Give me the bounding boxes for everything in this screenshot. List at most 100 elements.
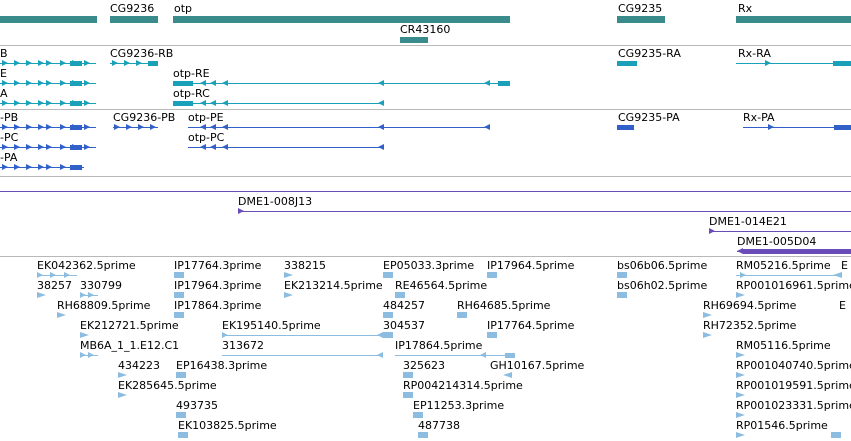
est-label[interactable]: E xyxy=(839,299,846,312)
est-label[interactable]: IP17764.5prime xyxy=(487,319,575,332)
est-line[interactable] xyxy=(222,335,383,336)
est-label[interactable]: bs06h02.5prime xyxy=(617,279,708,292)
gene-bar-rx[interactable] xyxy=(736,16,851,23)
est-feature[interactable] xyxy=(833,272,842,278)
est-label[interactable]: RH68809.5prime xyxy=(57,299,151,312)
est-feature[interactable] xyxy=(736,352,745,358)
est-label[interactable]: EK042362.5prime xyxy=(37,259,136,272)
est-label[interactable]: RP01546.5prime xyxy=(736,419,828,432)
clone-line-dme1-014e21[interactable] xyxy=(709,231,851,232)
est-feature[interactable] xyxy=(736,412,745,418)
est-label[interactable]: RM05116.5prime xyxy=(736,339,831,352)
est-feature[interactable] xyxy=(383,312,393,318)
est-feature[interactable] xyxy=(118,372,127,378)
est-feature[interactable] xyxy=(403,392,413,398)
gene-label-otp[interactable]: otp xyxy=(174,2,193,15)
est-feature[interactable] xyxy=(174,272,184,278)
est-line[interactable] xyxy=(37,275,77,276)
clone-label-dme1-005d04[interactable]: DME1-005D04 xyxy=(737,235,817,248)
est-label[interactable]: RM05216.5prime xyxy=(736,259,831,272)
est-feature[interactable] xyxy=(418,432,428,438)
est-feature[interactable] xyxy=(487,332,497,338)
est-label[interactable]: RH69694.5prime xyxy=(703,299,797,312)
gene-bar-cg9236[interactable] xyxy=(110,16,158,23)
transcript-label-otp-re[interactable]: otp-RE xyxy=(173,67,210,80)
est-label[interactable]: E xyxy=(841,259,848,272)
est-label[interactable]: 493735 xyxy=(176,399,218,412)
est-feature[interactable] xyxy=(57,312,66,318)
est-line[interactable] xyxy=(736,275,842,276)
est-feature[interactable] xyxy=(176,372,186,378)
clone-label-dme1-008j13[interactable]: DME1-008J13 xyxy=(238,195,313,208)
est-label[interactable]: 338215 xyxy=(284,259,326,272)
est-label[interactable]: 38257 xyxy=(37,279,72,292)
protein-line-rx-pa[interactable] xyxy=(743,127,851,128)
est-feature[interactable] xyxy=(487,272,497,278)
protein-line-otp-pe[interactable] xyxy=(188,127,490,128)
gene-bar[interactable] xyxy=(0,16,97,23)
est-feature[interactable] xyxy=(831,432,841,438)
protein-line-cg9236-pb[interactable] xyxy=(113,127,158,128)
est-label[interactable]: RH72352.5prime xyxy=(703,319,797,332)
est-label[interactable]: 313672 xyxy=(222,339,264,352)
est-label[interactable]: EK285645.5prime xyxy=(118,379,217,392)
est-label[interactable]: EK213214.5prime xyxy=(284,279,383,292)
gene-label-rx[interactable]: Rx xyxy=(738,2,753,15)
est-feature[interactable] xyxy=(174,312,184,318)
transcript-label[interactable]: B xyxy=(0,47,8,60)
protein-label[interactable]: -PA xyxy=(0,151,18,164)
protein-label[interactable]: -PB xyxy=(0,111,19,124)
transcript-label-rx-ra[interactable]: Rx-RA xyxy=(738,47,771,60)
est-feature[interactable] xyxy=(118,392,127,398)
est-label[interactable]: EP05033.3prime xyxy=(383,259,475,272)
est-feature[interactable] xyxy=(383,272,393,278)
protein-label[interactable]: -PC xyxy=(0,131,19,144)
est-feature[interactable] xyxy=(176,412,186,418)
est-label[interactable]: 325623 xyxy=(403,359,445,372)
est-label[interactable]: IP17864.3prime xyxy=(174,299,262,312)
protein-line-otp-pc[interactable] xyxy=(188,147,383,148)
est-label[interactable]: IP17964.3prime xyxy=(174,279,262,292)
gene-label-cg9236[interactable]: CG9236 xyxy=(110,2,155,15)
est-feature[interactable] xyxy=(736,432,745,438)
gene-bar-otp[interactable] xyxy=(173,16,510,23)
protein-label-rx-pa[interactable]: Rx-PA xyxy=(743,111,775,124)
est-label[interactable]: 484257 xyxy=(383,299,425,312)
est-feature[interactable] xyxy=(395,292,405,298)
est-feature[interactable] xyxy=(457,312,467,318)
est-label[interactable]: EP16438.3prime xyxy=(176,359,268,372)
gene-bar-cg9235[interactable] xyxy=(617,16,665,23)
protein-exon-cg9235-pa[interactable] xyxy=(617,125,634,130)
est-label[interactable]: IP17864.5prime xyxy=(395,339,483,352)
clone-line-dme1-008j13[interactable] xyxy=(238,211,851,212)
est-label[interactable]: EK195140.5prime xyxy=(222,319,321,332)
est-feature[interactable] xyxy=(403,372,413,378)
est-label[interactable]: RE46564.5prime xyxy=(395,279,488,292)
est-feature[interactable] xyxy=(736,372,745,378)
est-label[interactable]: RP001040740.5prime xyxy=(736,359,851,372)
transcript-exon-cg9235-ra[interactable] xyxy=(617,61,637,66)
est-label[interactable]: 304537 xyxy=(383,319,425,332)
clone-line-top[interactable] xyxy=(0,191,851,192)
est-line[interactable] xyxy=(222,355,383,356)
est-feature[interactable] xyxy=(284,272,293,278)
est-label[interactable]: RP004214314.5prime xyxy=(403,379,523,392)
est-feature[interactable] xyxy=(736,392,745,398)
est-feature[interactable] xyxy=(178,432,188,438)
est-label[interactable]: 434223 xyxy=(118,359,160,372)
est-feature[interactable] xyxy=(503,372,512,378)
est-label[interactable]: RP001019591.5prime xyxy=(736,379,851,392)
est-feature[interactable] xyxy=(80,332,89,338)
gene-bar-cr43160[interactable] xyxy=(400,37,428,43)
transcript-line-otp-rc[interactable] xyxy=(173,103,383,104)
transcript-line-otp-re[interactable] xyxy=(173,83,510,84)
est-feature[interactable] xyxy=(284,292,293,298)
est-label[interactable]: RP001023331.5prime xyxy=(736,399,851,412)
est-feature[interactable] xyxy=(37,292,46,298)
est-label[interactable]: GH10167.5prime xyxy=(490,359,585,372)
est-label[interactable]: bs06b06.5prime xyxy=(617,259,708,272)
est-label[interactable]: EK103825.5prime xyxy=(178,419,277,432)
est-label[interactable]: RP001016961.5prime xyxy=(736,279,851,292)
est-label[interactable]: IP17764.3prime xyxy=(174,259,262,272)
est-label[interactable]: RH64685.5prime xyxy=(457,299,551,312)
